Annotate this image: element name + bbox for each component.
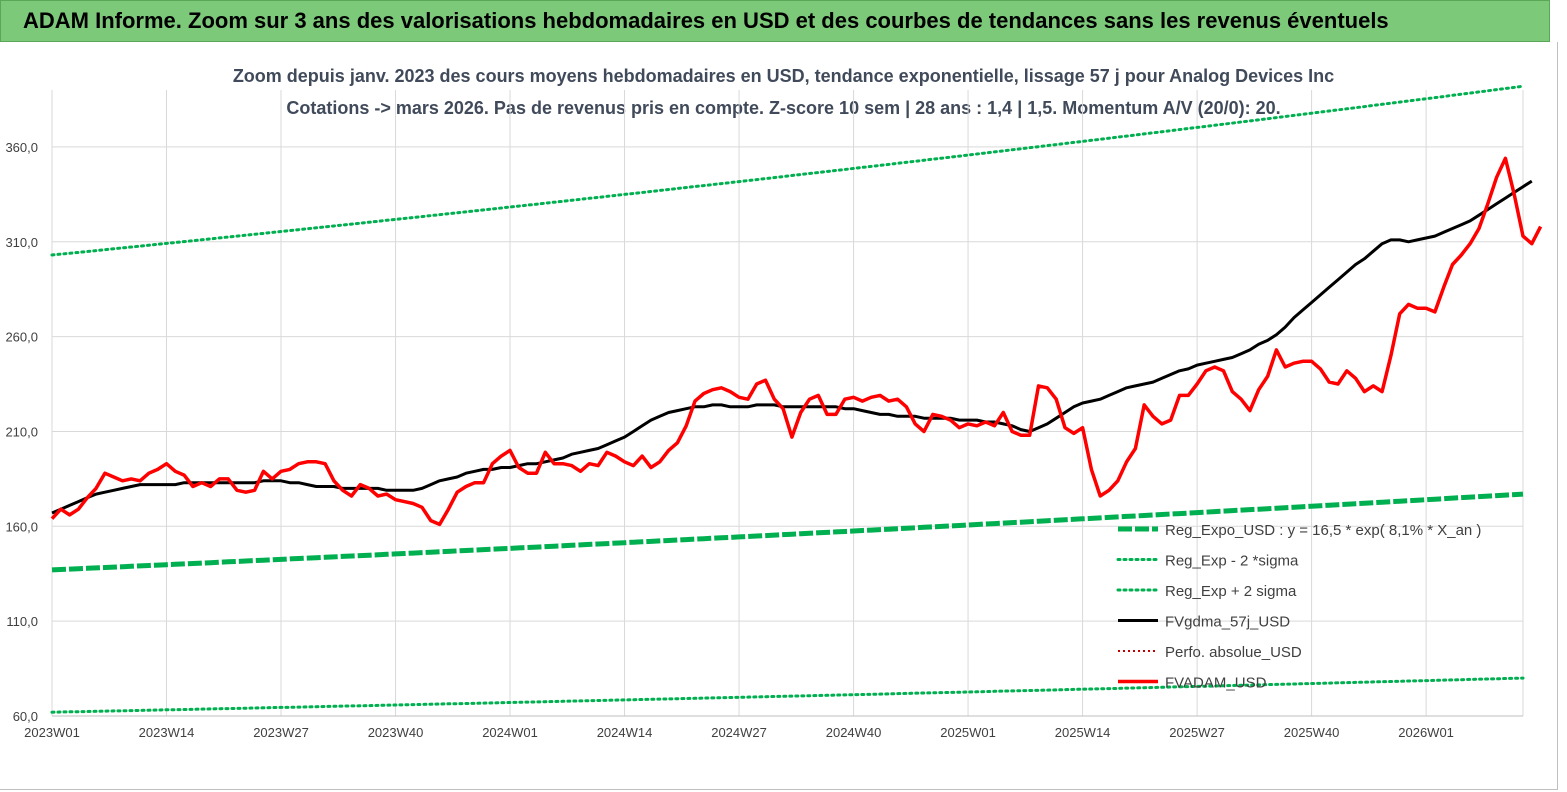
chart-title-line-1: Zoom depuis janv. 2023 des cours moyens …: [232, 66, 1335, 86]
legend-reg-plus-2sigma-label: Reg_Exp + 2 sigma: [1165, 583, 1297, 600]
y-tick-label: 260,0: [5, 330, 38, 345]
series-fvgdma: [51, 179, 1533, 515]
x-tick-label: 2023W01: [24, 725, 80, 740]
header-banner: ADAM Informe. Zoom sur 3 ans des valoris…: [0, 0, 1550, 42]
series-reg-plus-2sigma: [50, 84, 1525, 257]
page-title: ADAM Informe. Zoom sur 3 ans des valoris…: [23, 8, 1389, 33]
x-tick-label: 2025W01: [940, 725, 996, 740]
y-tick-label: 310,0: [5, 235, 38, 250]
x-tick-label: 2023W27: [253, 725, 309, 740]
chart-title-line-2: Cotations -> mars 2026. Pas de revenus p…: [286, 98, 1281, 118]
x-tick-label: 2025W14: [1055, 725, 1111, 740]
series-fvadam: [50, 156, 1543, 527]
legend-perfo-label: Perfo. absolue_USD: [1165, 644, 1302, 661]
chart-frame: [0, 42, 1558, 790]
y-tick-label: 360,0: [5, 140, 38, 155]
legend-fvadam-label: FVADAM_USD: [1165, 675, 1267, 692]
legend-fvgdma-label: FVgdma_57j_USD: [1165, 614, 1290, 631]
x-tick-label: 2026W01: [1398, 725, 1454, 740]
x-tick-label: 2023W40: [368, 725, 424, 740]
y-tick-label: 110,0: [6, 614, 38, 629]
x-tick-label: 2023W14: [139, 725, 195, 740]
y-tick-label: 210,0: [5, 424, 38, 439]
y-tick-label: 60,0: [13, 709, 38, 724]
x-tick-label: 2024W27: [711, 725, 767, 740]
x-tick-label: 2025W40: [1284, 725, 1340, 740]
legend-reg-minus-2sigma-label: Reg_Exp - 2 *sigma: [1165, 553, 1299, 570]
y-tick-label: 160,0: [5, 519, 38, 534]
series-reg-expo: [51, 491, 1524, 573]
x-tick-label: 2025W27: [1169, 725, 1225, 740]
x-tick-label: 2024W14: [597, 725, 653, 740]
legend-reg-expo-label: Reg_Expo_USD : y = 16,5 * exp( 8,1% * X_…: [1165, 522, 1481, 539]
x-tick-label: 2024W40: [826, 725, 882, 740]
x-tick-label: 2024W01: [482, 725, 538, 740]
series-reg-minus-2sigma: [50, 676, 1525, 714]
